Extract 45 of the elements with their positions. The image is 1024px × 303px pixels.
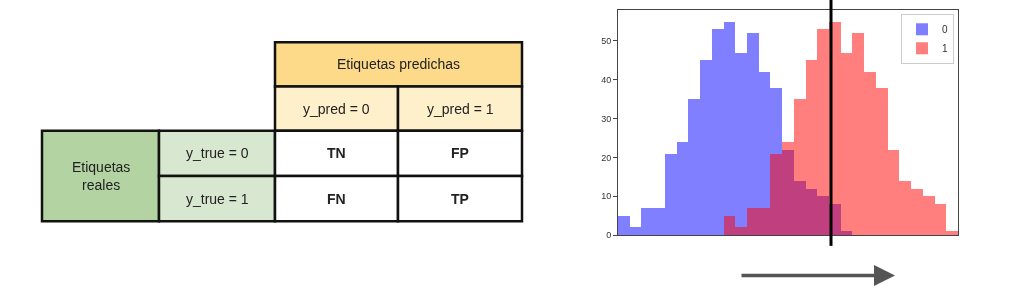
y-tick-label: 10	[601, 191, 612, 202]
category-label: y_pred = 1	[427, 101, 494, 117]
bar	[911, 188, 923, 235]
bar	[724, 215, 735, 235]
bar	[935, 203, 946, 235]
bar	[770, 153, 782, 235]
y-tick-label: 0	[606, 230, 612, 241]
bar	[794, 98, 806, 235]
text: FP	[451, 145, 469, 161]
bar	[923, 195, 935, 235]
legend-label: 1	[942, 43, 948, 55]
bar	[841, 52, 852, 235]
bar	[899, 180, 911, 235]
bar	[677, 141, 688, 235]
category-label: y_true = 1	[186, 191, 249, 207]
y-tick-label: 50	[601, 36, 612, 47]
bar	[665, 153, 677, 235]
bar	[688, 98, 700, 235]
bar	[817, 28, 829, 235]
text: FN	[327, 191, 346, 207]
bar	[712, 28, 724, 235]
legend-label: 0	[942, 24, 948, 36]
bar	[852, 32, 864, 235]
bar	[888, 149, 899, 235]
bar	[630, 226, 641, 235]
bar	[641, 207, 653, 235]
text: TN	[327, 145, 346, 161]
bar	[876, 87, 888, 235]
bar	[618, 215, 630, 235]
bar	[653, 207, 665, 235]
category-label: y_true = 0	[186, 145, 249, 161]
bar	[700, 59, 712, 235]
text: Etiquetas predichas	[337, 56, 460, 72]
y-tick-label: 30	[601, 113, 612, 124]
text: TP	[451, 191, 469, 207]
bar	[864, 71, 876, 235]
category-label: y_pred = 0	[303, 101, 370, 117]
y-tick-label: 40	[601, 74, 612, 85]
bar	[759, 207, 770, 235]
text: Etiquetas reales	[72, 159, 131, 194]
bar	[735, 226, 747, 235]
bar	[806, 59, 817, 235]
y-tick-label: 20	[601, 152, 612, 163]
bar	[747, 207, 759, 235]
bar	[946, 230, 958, 235]
